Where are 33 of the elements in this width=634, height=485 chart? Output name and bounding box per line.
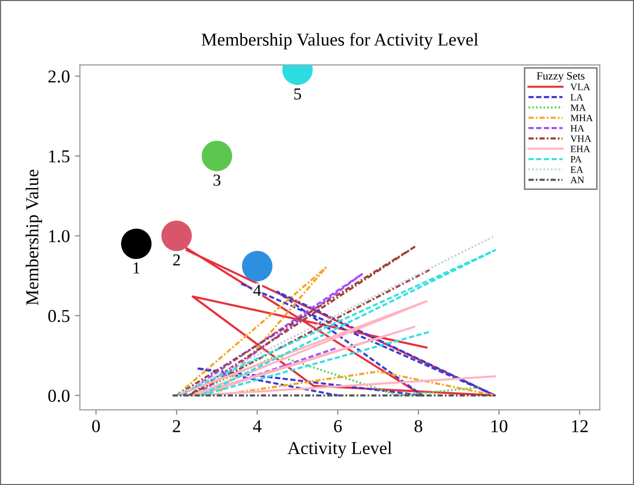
chart-title: Membership Values for Activity Level bbox=[202, 32, 478, 50]
annotation: 5 bbox=[294, 88, 302, 100]
legend-label: LA bbox=[570, 94, 584, 100]
legend-label: EA bbox=[570, 166, 584, 173]
y-tick-label: 1.0 bbox=[49, 230, 70, 242]
legend-label: MHA bbox=[570, 114, 593, 122]
legend-label: HA bbox=[570, 125, 584, 132]
x-tick-label: 10 bbox=[492, 420, 508, 432]
y-axis-title: Membership Value bbox=[26, 170, 42, 306]
annotation: 1 bbox=[134, 262, 140, 274]
x-tick-label: 12 bbox=[572, 420, 588, 432]
y-tick-label: 0.5 bbox=[48, 310, 70, 322]
y-tick-label: 2.0 bbox=[48, 70, 70, 83]
annotation: 2 bbox=[173, 254, 180, 266]
annotation: 4 bbox=[253, 284, 262, 296]
legend-label: VLA bbox=[570, 84, 590, 90]
legend-label: VHA bbox=[570, 135, 592, 142]
x-tick-label: 2 bbox=[172, 420, 180, 432]
x-tick-label: 4 bbox=[253, 420, 262, 432]
legend-title: Fuzzy Sets bbox=[536, 72, 585, 82]
y-tick-label: 1.5 bbox=[49, 150, 70, 163]
y-tick-label: 0.0 bbox=[48, 390, 70, 402]
legend-label: EHA bbox=[570, 146, 590, 152]
x-axis-title: Activity Level bbox=[288, 441, 392, 458]
x-tick-label: 6 bbox=[334, 420, 342, 432]
legend-label: PA bbox=[570, 156, 582, 163]
legend-label: MA bbox=[570, 104, 586, 111]
line-series bbox=[176, 300, 496, 396]
legend-label: AN bbox=[570, 176, 584, 184]
annotation: 3 bbox=[214, 174, 220, 186]
line-series bbox=[196, 282, 496, 396]
x-tick-label: 8 bbox=[414, 420, 422, 432]
x-tick-label: 0 bbox=[92, 420, 100, 432]
